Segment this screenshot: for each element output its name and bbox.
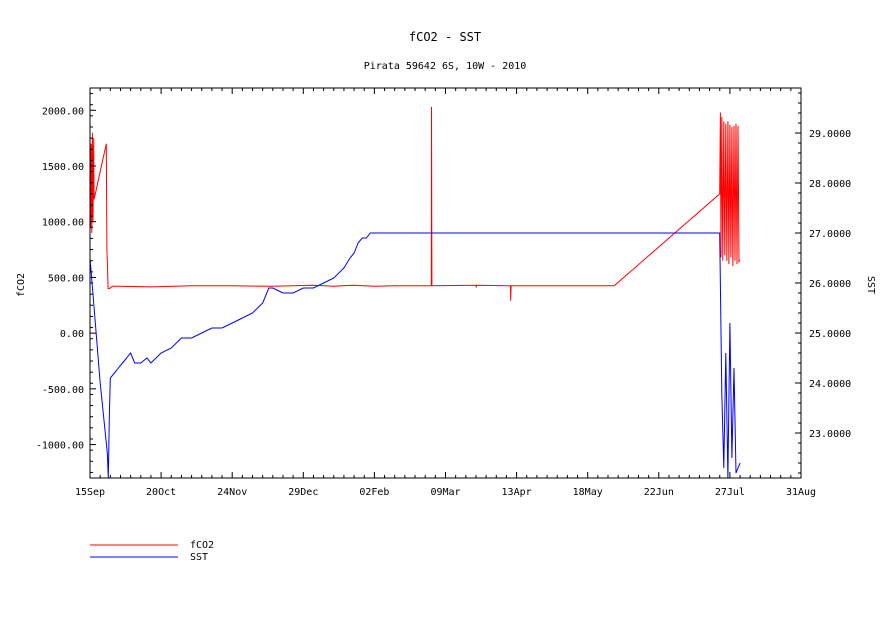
axes-layer (89, 87, 802, 479)
x-tick-label: 15Sep (75, 487, 105, 498)
tick-labels: 15Sep 20Oct 24Nov 29Dec 02Feb 09Mar 13Apr 18May… (36, 106, 851, 498)
x-tick-label: 13Apr (502, 487, 532, 498)
y2-tick-label: 25.0000 (809, 329, 851, 340)
y-tick-label: 0.00 (60, 329, 84, 340)
chart-subtitle: Pirata 59642 6S, 10W - 2010 (364, 61, 527, 72)
y-tick-label: 2000.00 (42, 106, 84, 117)
chart-title: fCO2 - SST (409, 30, 481, 44)
x-tick-label: 27Jul (715, 487, 745, 498)
x-tick-label: 29Dec (288, 487, 318, 498)
x-tick-label: 20Oct (146, 487, 176, 498)
y2-tick-label: 23.0000 (809, 429, 851, 440)
legend: fCO2 SST (90, 540, 214, 563)
y-tick-label: 1500.00 (42, 162, 84, 173)
legend-label-sst: SST (190, 552, 208, 563)
y-tick-label: 1000.00 (42, 218, 84, 229)
series-line-fco2 (90, 106, 741, 301)
y2-axis-label: SST (865, 276, 876, 294)
y2-tick-label: 28.0000 (809, 179, 851, 190)
y-tick-label: -500.00 (42, 385, 84, 396)
y2-tick-label: 26.0000 (809, 279, 851, 290)
series-line-sst (90, 232, 741, 478)
y2-tick-label: 24.0000 (809, 379, 851, 390)
plot-frame (89, 87, 802, 479)
x-tick-label: 18May (573, 487, 603, 498)
x-tick-label: 31Aug (786, 487, 816, 498)
y2-tick-label: 27.0000 (809, 229, 851, 240)
y-axis-label: fCO2 (16, 273, 27, 297)
y-tick-label: -1000.00 (36, 441, 84, 452)
x-tick-label: 09Mar (430, 487, 460, 498)
y-tick-label: 500.00 (48, 273, 84, 284)
x-tick-label: 22Jun (644, 487, 674, 498)
series-layer (90, 106, 741, 478)
x-tick-label: 24Nov (217, 487, 247, 498)
y2-tick-label: 29.0000 (809, 129, 851, 140)
x-tick-label: 02Feb (359, 487, 389, 498)
legend-label-fco2: fCO2 (190, 540, 214, 551)
